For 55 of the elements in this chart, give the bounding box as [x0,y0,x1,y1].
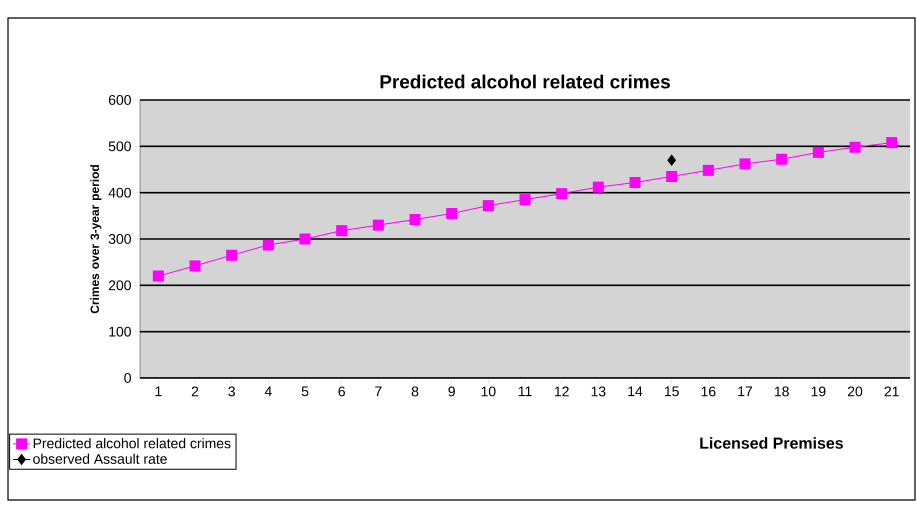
y-tick-label: 400 [108,188,131,198]
point [410,214,421,226]
chart-title: Predicted alcohol related crimes [380,74,670,88]
x-tick-label: 2 [192,386,198,396]
x-tick-label: 20 [848,386,862,396]
point [556,188,568,200]
x-tick-label: 7 [375,386,382,396]
y-tick-label: 600 [108,95,131,105]
point [152,270,164,282]
point [520,194,531,206]
point [190,260,201,272]
x-tick-label: 9 [448,386,455,396]
y-axis-title: Crimes over 3-year period [90,165,102,314]
point [667,154,676,166]
y-tick-label: 200 [108,280,131,290]
x-tick-label: 1 [156,386,162,396]
point [886,137,898,148]
x-tick-label: 3 [228,386,235,396]
point [262,240,274,251]
point [482,200,494,212]
legend-label: Predicted alcohol related crimes [34,438,231,448]
x-tick-label: 8 [412,386,418,396]
y-tick-label: 300 [108,234,131,244]
point [850,142,861,153]
x-tick-label: 11 [518,386,532,396]
point [630,176,641,188]
x-tick-label: 19 [812,386,826,396]
x-tick-label: 17 [738,386,752,396]
point [372,220,384,231]
x-tick-label: 16 [702,386,716,396]
point [812,146,824,158]
point [666,170,678,182]
y-tick-label: 500 [108,141,131,152]
point [702,164,714,176]
x-tick-label: 10 [482,386,496,396]
point [226,250,238,261]
point [592,182,604,193]
x-tick-label: 4 [264,386,272,396]
point [446,208,458,220]
x-tick-label: 14 [628,386,642,396]
x-tick-label: 12 [554,386,569,396]
y-tick-label: 100 [109,326,131,337]
y-tick-label: 0 [124,373,131,383]
point [300,233,311,244]
legend-label: observed Assault rate [33,454,167,464]
point [336,225,348,236]
x-tick-label: 5 [302,386,308,396]
x-tick-label: 6 [338,386,345,396]
point [776,154,788,165]
point [740,158,751,170]
x-tick-label: 13 [592,386,606,396]
x-tick-label: 18 [774,386,789,396]
x-tick-label: 15 [664,386,679,396]
x-axis-title: Licensed Premises [700,437,843,449]
x-tick-label: 21 [884,386,899,396]
